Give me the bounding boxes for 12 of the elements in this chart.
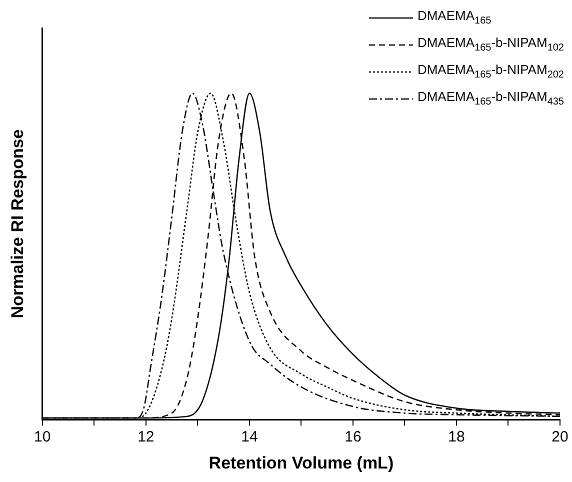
legend-label: DMAEMA$_{165}$-b-NIPAM$_{202}$: [417, 62, 564, 81]
x-axis-title: Retention Volume (mL): [208, 453, 394, 472]
legend-label: DMAEMA$_{165}$-b-NIPAM$_{102}$: [417, 35, 564, 54]
x-tick-label: 18: [448, 428, 465, 446]
x-tick-label: 12: [138, 428, 154, 446]
x-tick-label: 10: [34, 428, 51, 446]
x-tick-label: 20: [552, 428, 568, 446]
legend-label: DMAEMA$_{165}$: [417, 8, 492, 27]
legend-label: DMAEMA$_{165}$-b-NIPAM$_{435}$: [417, 89, 564, 108]
x-tick-label: 14: [241, 428, 258, 446]
x-tick-label: 16: [344, 428, 362, 446]
y-axis-title: Normalize RI Response: [8, 129, 27, 318]
